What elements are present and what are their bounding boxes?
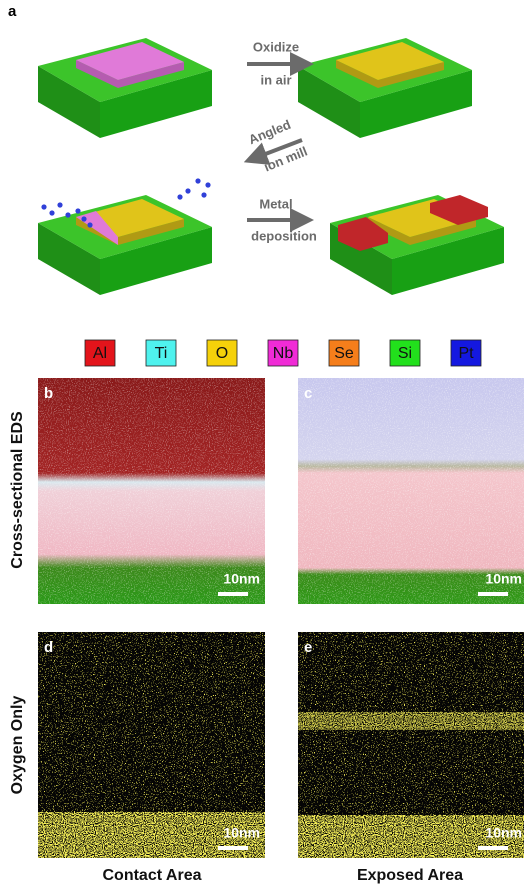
legend-label: Se bbox=[334, 345, 354, 362]
ion bbox=[41, 204, 46, 209]
legend-label: O bbox=[216, 345, 228, 362]
ion bbox=[57, 202, 62, 207]
scale-bar bbox=[218, 592, 248, 596]
scale-bar bbox=[478, 846, 508, 850]
scale-bar-label: 10nm bbox=[223, 825, 260, 841]
column-label: Exposed Area bbox=[357, 867, 463, 884]
scale-bar bbox=[218, 846, 248, 850]
ion bbox=[195, 178, 200, 183]
ion bbox=[49, 210, 54, 215]
row-label: Cross-sectional EDS bbox=[9, 411, 26, 569]
legend-label: Nb bbox=[273, 345, 294, 362]
scale-bar-label: 10nm bbox=[485, 825, 522, 841]
panel-label: a bbox=[8, 3, 17, 20]
ion bbox=[81, 216, 86, 221]
scale-bar bbox=[478, 592, 508, 596]
panel-label: c bbox=[304, 385, 312, 402]
figure: a Oxidize in air Angled ion mill Metal d… bbox=[0, 0, 524, 888]
ion bbox=[205, 182, 210, 187]
step-text: in air bbox=[260, 72, 291, 87]
ion bbox=[87, 222, 92, 227]
panel-label: e bbox=[304, 639, 312, 656]
scale-bar-label: 10nm bbox=[223, 571, 260, 587]
legend-label: Pt bbox=[458, 345, 474, 362]
panel-label: d bbox=[44, 639, 53, 656]
ion bbox=[177, 194, 182, 199]
legend-label: Al bbox=[93, 345, 107, 362]
legend: Al Ti O Nb Se Si Pt bbox=[85, 340, 481, 366]
step-text: Angled bbox=[246, 117, 293, 147]
step-text: Metal bbox=[259, 196, 292, 211]
legend-label: Si bbox=[398, 345, 412, 362]
step-text: Oxidize bbox=[253, 39, 299, 54]
ion bbox=[75, 208, 80, 213]
ion bbox=[185, 188, 190, 193]
legend-label: Ti bbox=[155, 345, 168, 362]
scale-bar-label: 10nm bbox=[485, 571, 522, 587]
ion bbox=[201, 192, 206, 197]
panel-label: b bbox=[44, 385, 53, 402]
ion bbox=[65, 212, 70, 217]
column-label: Contact Area bbox=[103, 867, 202, 884]
oxygen-band bbox=[298, 712, 524, 730]
row-label: Oxygen Only bbox=[9, 696, 26, 795]
step-text: deposition bbox=[251, 228, 317, 243]
